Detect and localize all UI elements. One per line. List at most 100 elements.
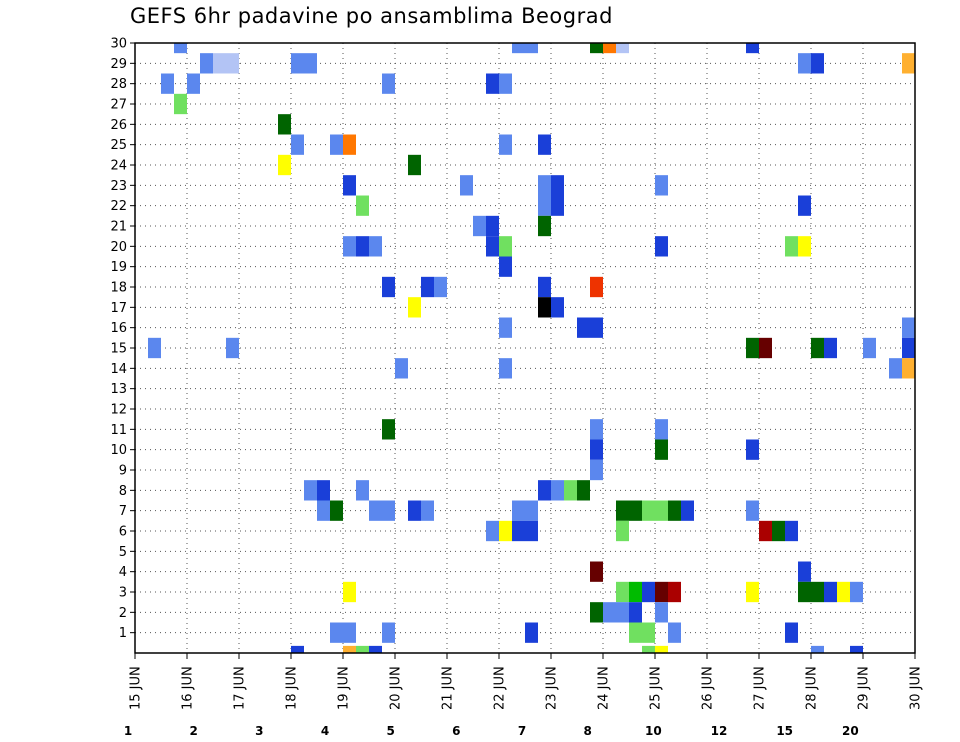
heatmap-cell [824,581,837,603]
heatmap-cell [759,337,772,359]
heatmap-cell [629,500,642,521]
heatmap-cell [785,622,798,643]
heatmap-cell [369,645,382,653]
heatmap-cell [291,134,304,155]
heatmap-cell [96,114,109,134]
heatmap-cell [525,622,538,643]
heatmap-cell [590,561,603,582]
heatmap-cell [577,317,590,338]
heatmap-cell [798,53,811,74]
y-tick-label: 12 [110,403,127,418]
heatmap-cell [668,500,681,521]
x-tick-label: 29 JUN [857,666,872,710]
heatmap-cell [889,358,902,379]
heatmap-cell [96,480,109,500]
heatmap-cell [96,175,109,195]
heatmap-cell [746,439,759,460]
heatmap-cell [590,439,603,460]
legend-label: 1 [124,724,132,738]
heatmap-cell [226,53,239,74]
x-tick-label: 20 JUN [389,666,404,710]
heatmap-cell [499,236,512,257]
heatmap-cell [538,215,551,237]
heatmap-cell [811,581,824,603]
heatmap-cell [785,236,798,257]
heatmap-cell [395,358,408,379]
heatmap-cell [811,53,824,74]
heatmap-cell [902,337,915,359]
heatmap-cell [304,53,317,74]
heatmap-cell [499,134,512,155]
heatmap-cell [512,500,525,521]
heatmap-cell [525,43,538,54]
heatmap-cell [343,134,356,155]
chart-title: GEFS 6hr padavine po ansamblima Beograd [130,4,613,28]
heatmap-cell [486,236,499,257]
heatmap-cell [616,43,629,54]
heatmap-cell [655,581,668,603]
heatmap-cell [902,317,915,338]
heatmap-cell [551,195,564,216]
heatmap-cell [96,277,109,297]
legend-label: 4 [321,724,329,738]
heatmap-cell [343,581,356,603]
y-tick-label: 6 [119,525,127,540]
x-tick-label: 19 JUN [337,666,352,710]
heatmap-cell [564,480,577,501]
heatmap-cell [538,134,551,155]
heatmap-cell [629,622,642,643]
heatmap-cell [525,520,538,542]
y-tick-label: 4 [119,565,127,580]
x-tick-label: 24 JUN [597,666,612,710]
heatmap-cell [96,562,109,582]
heatmap-cell [616,500,629,521]
y-tick-label: 9 [119,464,127,479]
x-tick-label: 28 JUN [805,666,820,710]
heatmap-cell [655,236,668,257]
heatmap-cell [343,175,356,196]
heatmap-cell [824,337,837,359]
y-tick-label: 15 [110,342,127,357]
heatmap-cell [902,53,915,74]
heatmap-cell [96,196,109,216]
heatmap-cell [681,500,694,521]
heatmap-cell [96,135,109,155]
heatmap-cell [356,480,369,501]
heatmap-cell [655,419,668,440]
heatmap-cell [330,500,343,521]
heatmap-cell [850,581,863,603]
heatmap-cell [473,215,486,237]
legend-label: 12 [711,724,728,738]
heatmap-cell [603,602,616,623]
heatmap-cell [746,500,759,521]
heatmap-cell [356,236,369,257]
legend-label: 8 [583,724,591,738]
heatmap-cell [499,317,512,338]
y-tick-label: 7 [119,504,127,519]
heatmap-cell [759,520,772,542]
heatmap-cell [356,195,369,216]
heatmap-cell [590,276,603,298]
heatmap-cell [382,276,395,298]
x-tick-label: 21 JUN [441,666,456,710]
x-tick-label: 27 JUN [753,666,768,710]
y-tick-label: 10 [110,443,127,458]
heatmap-cell [668,581,681,603]
heatmap-cell [304,480,317,501]
heatmap-cell [499,256,512,277]
heatmap-cell [148,337,161,359]
y-tick-label: 29 [110,57,127,72]
heatmap-cell [863,337,876,359]
heatmap-cell [317,500,330,521]
heatmap-cell [356,645,369,653]
legend-label: 7 [518,724,526,738]
heatmap-cell [213,53,226,74]
heatmap-cell [538,175,551,196]
heatmap-cell [421,276,434,298]
heatmap-cell [486,215,499,237]
y-tick-label: 18 [110,281,127,296]
heatmap-cell [642,581,655,603]
heatmap-cell [616,602,629,623]
